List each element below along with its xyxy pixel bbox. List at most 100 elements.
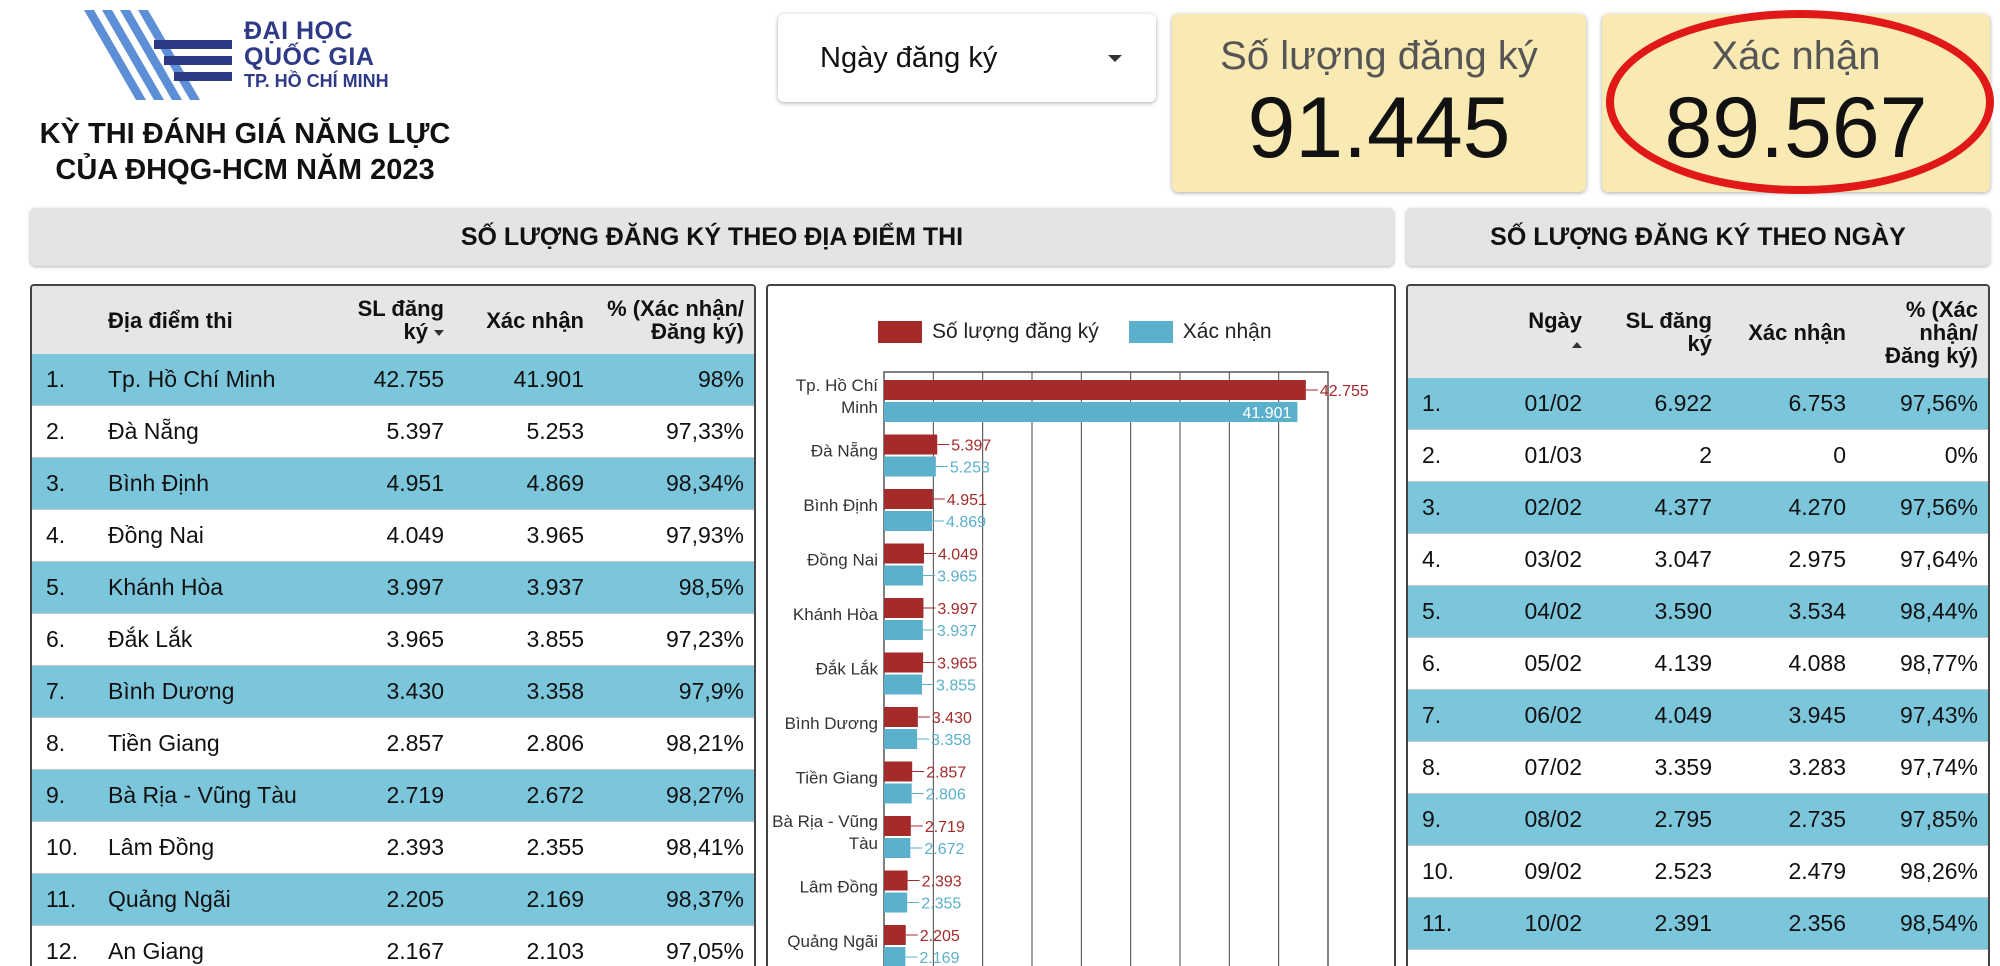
header-confirmed[interactable]: Xác nhận	[1748, 319, 1846, 345]
cell-pct: 97,05%	[665, 938, 744, 964]
cell-pct: 97,23%	[665, 626, 744, 652]
header-confirmed[interactable]: Xác nhận	[486, 307, 584, 333]
cell-pct: 98,54%	[1899, 910, 1978, 936]
table-row[interactable]: 2. 01/03 2 0 0%	[1408, 430, 1988, 482]
cell-idx: 9.	[46, 782, 66, 808]
header-percent[interactable]: % (Xác nhận/ Đăng ký)	[594, 297, 754, 343]
header-date[interactable]: Ngày	[1482, 309, 1592, 355]
table-row[interactable]: 9. 08/02 2.795 2.735 97,85%	[1408, 794, 1988, 846]
cell-idx: 6.	[46, 626, 66, 652]
table-row[interactable]: 6. Đắk Lắk 3.965 3.855 97,23%	[32, 614, 754, 666]
cell-registered: 3.430	[386, 678, 444, 704]
cell-confirmed: 3.855	[526, 626, 584, 652]
cell-date: 06/02	[1524, 702, 1582, 728]
cell-idx: 7.	[46, 678, 66, 704]
legend-item-registered[interactable]: Số lượng đăng ký	[878, 320, 1099, 344]
cell-confirmed: 3.965	[526, 522, 584, 548]
date-filter-dropdown[interactable]: Ngày đăng ký	[778, 14, 1156, 102]
cell-place: Tiền Giang	[108, 730, 220, 756]
cell-place: Tp. Hồ Chí Minh	[108, 366, 276, 392]
header-registered-line-1: SL đăng	[357, 296, 444, 321]
logo-text: ĐẠI HỌC QUỐC GIA TP. HỒ CHÍ MINH	[244, 18, 389, 92]
sort-descending-icon	[434, 330, 444, 337]
page-title-line-2: CỦA ĐHQG-HCM NĂM 2023	[55, 154, 435, 186]
cell-idx: 10.	[46, 834, 78, 860]
bar-confirmed	[884, 456, 936, 477]
cell-registered: 2.393	[386, 834, 444, 860]
data-label-registered: 3.997	[937, 601, 977, 618]
category-label: Tp. Hồ Chí	[796, 376, 878, 395]
cell-idx: 8.	[1422, 754, 1442, 780]
data-label-registered: 3.430	[932, 710, 972, 727]
legend-item-confirmed[interactable]: Xác nhận	[1128, 320, 1272, 344]
table-row[interactable]: 4. Đồng Nai 4.049 3.965 97,93%	[32, 510, 754, 562]
cell-registered: 2.205	[386, 886, 444, 912]
legend-label-registered: Số lượng đăng ký	[932, 320, 1099, 343]
bar-registered	[884, 652, 924, 673]
cell-registered: 4.049	[1654, 702, 1712, 728]
table-row[interactable]: 12. An Giang 2.167 2.103 97,05%	[32, 926, 754, 966]
table-row[interactable]: 3. Bình Định 4.951 4.869 98,34%	[32, 458, 754, 510]
bar-confirmed	[884, 838, 911, 858]
cell-registered: 5.397	[386, 418, 444, 444]
cell-registered: 6.922	[1654, 390, 1712, 416]
table-row[interactable]: 5. Khánh Hòa 3.997 3.937 98,5%	[32, 562, 754, 614]
table-row[interactable]: 1. 01/02 6.922 6.753 97,56%	[1408, 378, 1988, 430]
bar-registered	[884, 816, 911, 836]
header-percent[interactable]: % (Xác nhận/ Đăng ký)	[1856, 298, 1988, 367]
table-row[interactable]: 1. Tp. Hồ Chí Minh 42.755 41.901 98%	[32, 354, 754, 406]
bar-confirmed	[884, 620, 923, 640]
category-label: Minh	[841, 398, 878, 417]
cell-registered: 2.719	[386, 782, 444, 808]
location-table: Địa điểm thi SL đăng ký Xác nhận % (Xác …	[30, 284, 756, 966]
chart-legend: Số lượng đăng ký Xác nhận	[878, 320, 1302, 344]
cell-confirmed: 4.270	[1788, 494, 1846, 520]
cell-pct: 97,33%	[665, 418, 744, 444]
table-row[interactable]: 7. Bình Dương 3.430 3.358 97,9%	[32, 666, 754, 718]
table-row[interactable]: 11. 10/02 2.391 2.356 98,54%	[1408, 898, 1988, 950]
bar-registered	[884, 870, 908, 891]
header-registered[interactable]: SL đăng ký	[1592, 309, 1722, 355]
cell-confirmed: 2.975	[1788, 546, 1846, 572]
header-registered-line-2: ký	[403, 319, 428, 344]
table-row[interactable]: 10. 09/02 2.523 2.479 98,26%	[1408, 846, 1988, 898]
cell-pct: 97,74%	[1899, 754, 1978, 780]
sort-ascending-icon	[1572, 342, 1582, 349]
dhqg-logo: ĐẠI HỌC QUỐC GIA TP. HỒ CHÍ MINH	[84, 10, 404, 110]
bar-registered	[884, 543, 924, 564]
section-title-by-date: SỐ LƯỢNG ĐĂNG KÝ THEO NGÀY	[1406, 208, 1990, 266]
chevron-down-icon	[1108, 54, 1122, 62]
table-row[interactable]: 10. Lâm Đồng 2.393 2.355 98,41%	[32, 822, 754, 874]
table-row[interactable]: 6. 05/02 4.139 4.088 98,77%	[1408, 638, 1988, 690]
table-row[interactable]: 8. Tiền Giang 2.857 2.806 98,21%	[32, 718, 754, 770]
bar-confirmed	[884, 402, 1298, 422]
table-row[interactable]: 5. 04/02 3.590 3.534 98,44%	[1408, 586, 1988, 638]
table-row[interactable]: 2. Đà Nẵng 5.397 5.253 97,33%	[32, 406, 754, 458]
table-row[interactable]: 9. Bà Rịa - Vũng Tàu 2.719 2.672 98,27%	[32, 770, 754, 822]
category-label: Bình Định	[803, 496, 878, 515]
table-row[interactable]: 4. 03/02 3.047 2.975 97,64%	[1408, 534, 1988, 586]
table-row[interactable]: 3. 02/02 4.377 4.270 97,56%	[1408, 482, 1988, 534]
cell-confirmed: 3.358	[526, 678, 584, 704]
cell-registered: 4.139	[1654, 650, 1712, 676]
header-percent-line-3: Đăng ký)	[1885, 342, 1978, 368]
cell-confirmed: 3.534	[1788, 598, 1846, 624]
table-row[interactable]: 11. Quảng Ngãi 2.205 2.169 98,37%	[32, 874, 754, 926]
table-header: Ngày SL đăng ký Xác nhận % (Xác nhận/ Đă…	[1408, 286, 1988, 378]
table-row[interactable]: 7. 06/02 4.049 3.945 97,43%	[1408, 690, 1988, 742]
bar-confirmed	[884, 511, 933, 531]
cell-confirmed: 4.088	[1788, 650, 1846, 676]
date-filter-label: Ngày đăng ký	[820, 41, 998, 74]
bar-registered	[884, 707, 918, 727]
cell-confirmed: 2.103	[526, 938, 584, 964]
table-row[interactable]: 8. 07/02 3.359 3.283 97,74%	[1408, 742, 1988, 794]
header-place[interactable]: Địa điểm thi	[108, 307, 233, 333]
bar-confirmed	[884, 892, 908, 913]
header-percent-line-2: nhận/	[1919, 319, 1978, 345]
header-registered[interactable]: SL đăng ký	[324, 297, 454, 343]
data-label-confirmed: 41.901	[1242, 405, 1291, 422]
data-label-confirmed: 4.869	[946, 514, 986, 531]
cell-idx: 1.	[46, 366, 66, 392]
kpi-confirmed-value: 89.567	[1664, 80, 1928, 176]
category-label: Đồng Nai	[807, 551, 878, 570]
